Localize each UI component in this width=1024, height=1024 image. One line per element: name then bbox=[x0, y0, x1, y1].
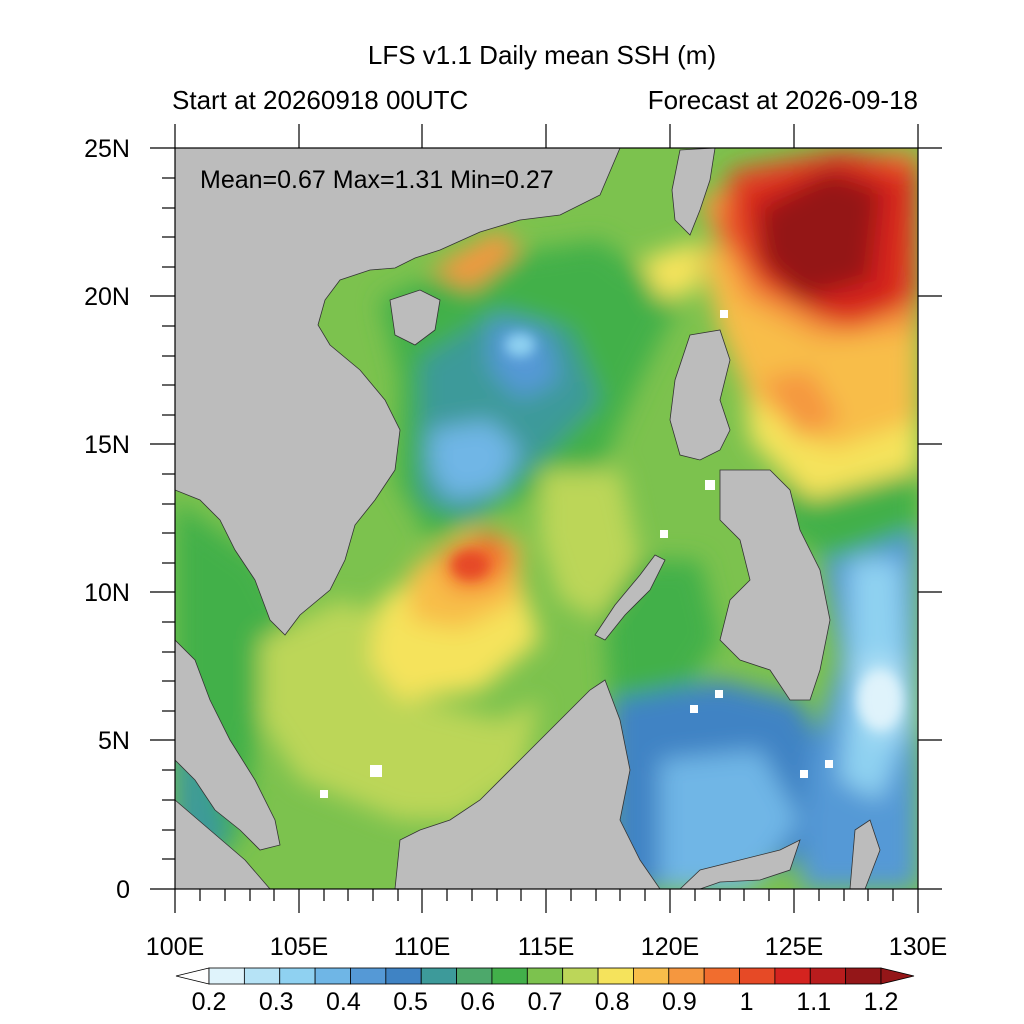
colorbar-swatch bbox=[633, 967, 670, 985]
colorbar-labels: 0.2 0.3 0.4 0.5 0.6 0.7 0.8 0.9 1 1.1 1.2 bbox=[192, 988, 899, 1016]
colorbar-label: 0.2 bbox=[192, 988, 227, 1016]
x-tick-label-105e: 105E bbox=[270, 933, 328, 961]
colorbar-swatch bbox=[562, 967, 599, 985]
ssh-zone-blue-low-west bbox=[430, 420, 520, 500]
ssh-zone-orange-coast bbox=[430, 230, 520, 290]
land-sumatra bbox=[175, 799, 271, 889]
colorbar-low-arrow bbox=[175, 967, 210, 985]
map-title: LFS v1.1 Daily mean SSH (m) bbox=[367, 40, 717, 70]
colorbar-label: 0.6 bbox=[460, 988, 495, 1016]
land-hainan bbox=[389, 289, 441, 346]
ssh-detail-pale-east bbox=[858, 670, 902, 730]
x-tick-label-115e: 115E bbox=[518, 933, 575, 961]
x-tick-label-120e: 120E bbox=[641, 933, 699, 961]
stats-annotation: Mean=0.67 Max=1.31 Min=0.27 bbox=[200, 166, 554, 194]
map-field bbox=[175, 148, 918, 889]
land-masses bbox=[175, 148, 881, 889]
x-tick-label-100e: 100E bbox=[146, 933, 204, 961]
colorbar-label: 1.2 bbox=[864, 988, 899, 1016]
ssh-zone-light-green-center bbox=[540, 470, 640, 620]
colorbar-swatch bbox=[208, 967, 245, 985]
land-luzon bbox=[669, 329, 731, 461]
x-tick-label-125e: 125E bbox=[765, 933, 823, 961]
colorbar-label: 1.1 bbox=[796, 988, 831, 1016]
land-sulawesi bbox=[679, 839, 801, 889]
y-tick-label-15n: 15N bbox=[84, 431, 130, 459]
colorbar-swatch bbox=[774, 967, 811, 985]
colorbar-swatch bbox=[597, 967, 634, 985]
colorbar-swatch bbox=[350, 967, 387, 985]
ssh-zone-orange-luzon bbox=[760, 370, 840, 440]
colorbar-swatch bbox=[703, 967, 740, 985]
colorbar-high-arrow bbox=[880, 967, 915, 985]
y-tick-label-5n: 5N bbox=[98, 727, 130, 755]
land-visayas-mindanao bbox=[719, 469, 831, 701]
colorbar-swatch bbox=[456, 967, 493, 985]
colorbar-label: 1 bbox=[740, 988, 754, 1016]
colorbar-label: 0.3 bbox=[259, 988, 294, 1016]
ssh-detail-lightblue-north bbox=[505, 333, 535, 357]
ssh-zone-light-green-south bbox=[260, 600, 540, 820]
x-axis bbox=[174, 124, 919, 913]
land-indochina bbox=[175, 148, 621, 636]
y-tick-label-10n: 10N bbox=[84, 579, 130, 607]
colorbar-swatch bbox=[668, 967, 705, 985]
colorbar-label: 0.4 bbox=[326, 988, 361, 1016]
start-time-label: Start at 20260918 00UTC bbox=[172, 85, 469, 115]
land-mask-specks bbox=[320, 310, 833, 798]
colorbar-swatch bbox=[420, 967, 457, 985]
colorbar-swatch bbox=[314, 967, 351, 985]
y-tick-label-20n: 20N bbox=[84, 283, 130, 311]
land-palawan bbox=[594, 554, 666, 641]
ssh-detail-dark-red-eddy bbox=[452, 551, 488, 579]
ssh-zone-yellow-strait bbox=[640, 240, 700, 300]
colorbar-swatch bbox=[491, 967, 528, 985]
colorbar-swatch bbox=[526, 967, 564, 985]
ssh-zone-maroon-pacific bbox=[760, 170, 880, 300]
forecast-time-label: Forecast at 2026-09-18 bbox=[647, 85, 918, 115]
y-axis bbox=[150, 147, 942, 890]
colorbar-label: 0.9 bbox=[662, 988, 697, 1016]
colorbar bbox=[175, 967, 915, 985]
y-tick-label-0: 0 bbox=[116, 876, 130, 904]
colorbar-swatch bbox=[739, 967, 776, 985]
colorbar-swatch bbox=[243, 967, 281, 985]
land-taiwan bbox=[671, 148, 716, 236]
colorbar-swatch bbox=[385, 967, 422, 985]
y-tick-label-25n: 25N bbox=[84, 135, 130, 163]
colorbar-swatch bbox=[809, 967, 847, 985]
colorbar-swatch bbox=[845, 967, 882, 985]
colorbar-label: 0.5 bbox=[393, 988, 428, 1016]
colorbar-label: 0.7 bbox=[528, 988, 563, 1016]
colorbar-label: 0.8 bbox=[595, 988, 630, 1016]
land-halmahera bbox=[849, 819, 881, 889]
x-tick-label-110e: 110E bbox=[394, 933, 451, 961]
colorbar-swatch bbox=[279, 967, 316, 985]
land-malay-peninsula bbox=[175, 639, 281, 851]
land-borneo bbox=[394, 679, 661, 889]
x-tick-label-130e: 130E bbox=[889, 933, 947, 961]
